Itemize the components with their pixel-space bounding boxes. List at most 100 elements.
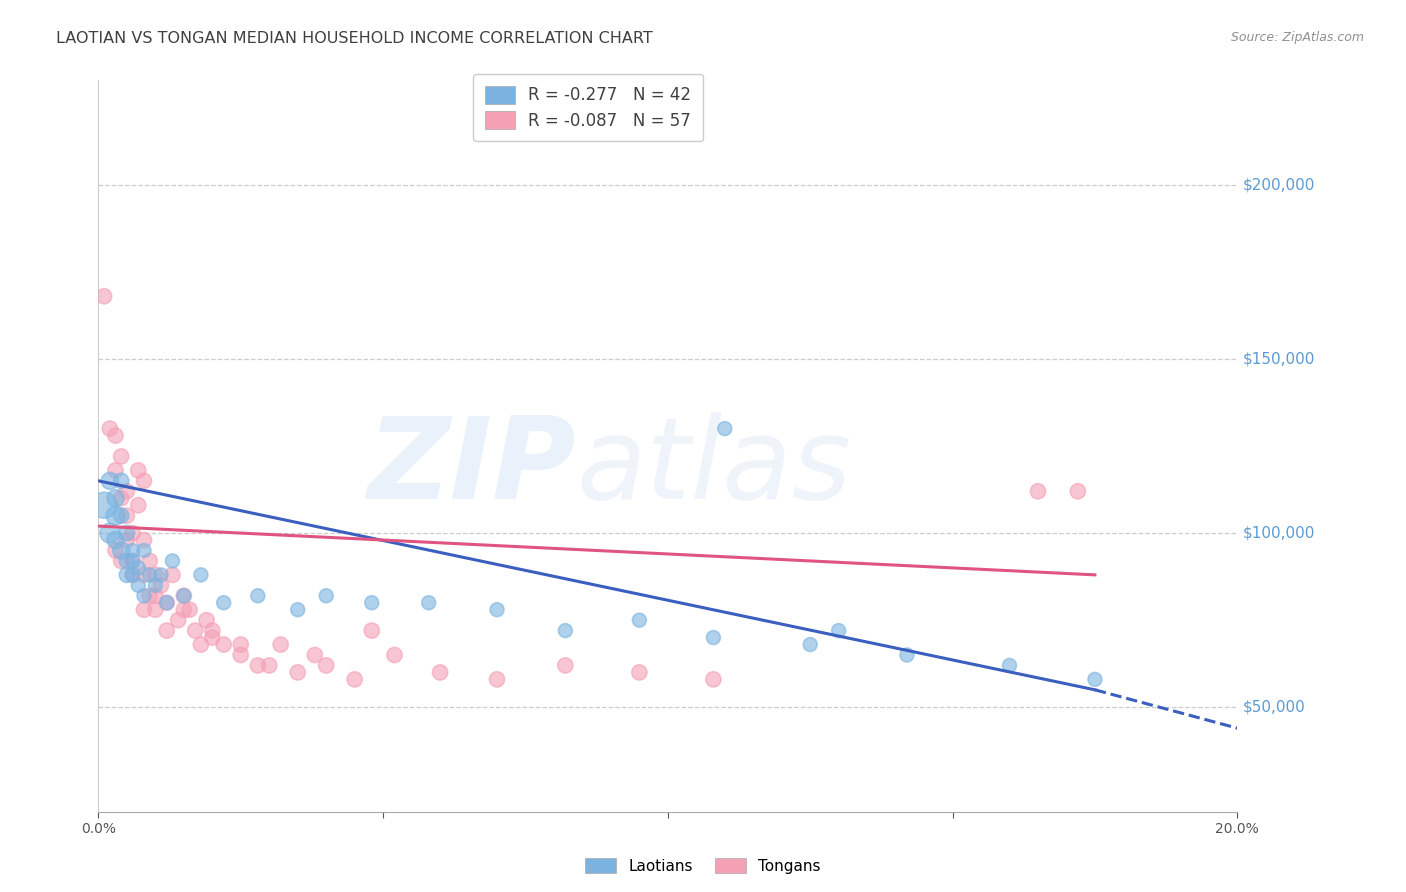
Point [150,567,173,582]
Text: LAOTIAN VS TONGAN MEDIAN HOUSEHOLD INCOME CORRELATION CHART: LAOTIAN VS TONGAN MEDIAN HOUSEHOLD INCOM… [56,31,652,46]
Point [315,589,337,603]
Point [115,567,138,582]
Point [201,624,224,638]
Point [127,498,149,512]
Point [104,463,127,477]
Point [132,589,155,603]
Point [1067,484,1090,499]
Point [162,554,184,568]
Point [554,624,576,638]
Point [486,673,509,687]
Point [270,638,292,652]
Point [246,658,269,673]
Point [195,613,218,627]
Point [138,589,160,603]
Legend: R = -0.277   N = 42, R = -0.087   N = 57: R = -0.277 N = 42, R = -0.087 N = 57 [474,74,703,141]
Point [304,648,326,662]
Point [173,589,195,603]
Point [115,554,138,568]
Point [145,578,167,592]
Point [212,596,235,610]
Point [110,474,132,488]
Point [104,428,127,442]
Point [110,450,132,464]
Point [145,603,167,617]
Point [132,474,155,488]
Text: $100,000: $100,000 [1243,525,1316,541]
Point [190,638,212,652]
Point [121,526,143,541]
Point [104,491,127,506]
Point [138,554,160,568]
Point [229,648,252,662]
Point [1026,484,1049,499]
Point [799,638,821,652]
Point [173,603,195,617]
Point [104,533,127,547]
Point [259,658,281,673]
Point [104,543,127,558]
Point [121,554,143,568]
Point [190,567,212,582]
Point [121,567,143,582]
Point [110,491,132,506]
Point [246,589,269,603]
Point [98,526,121,541]
Point [287,603,309,617]
Point [115,484,138,499]
Point [343,673,366,687]
Point [429,665,451,680]
Point [702,631,724,645]
Point [150,578,173,592]
Point [93,289,115,303]
Point [110,543,132,558]
Point [212,638,235,652]
Text: ZIP: ZIP [368,412,576,524]
Text: $200,000: $200,000 [1243,178,1316,193]
Legend: Laotians, Tongans: Laotians, Tongans [579,852,827,880]
Point [138,567,160,582]
Point [93,498,115,512]
Point [98,421,121,435]
Point [127,578,149,592]
Point [162,567,184,582]
Point [121,554,143,568]
Point [702,673,724,687]
Text: atlas: atlas [576,412,852,524]
Point [98,474,121,488]
Point [104,508,127,523]
Point [132,533,155,547]
Point [179,603,201,617]
Point [184,624,207,638]
Point [156,596,179,610]
Point [132,543,155,558]
Point [145,567,167,582]
Point [132,603,155,617]
Point [628,665,651,680]
Point [110,508,132,523]
Point [714,421,737,435]
Point [127,561,149,575]
Text: $50,000: $50,000 [1243,699,1306,714]
Point [628,613,651,627]
Point [156,596,179,610]
Point [486,603,509,617]
Point [156,624,179,638]
Point [554,658,576,673]
Point [1084,673,1107,687]
Text: $150,000: $150,000 [1243,351,1316,367]
Point [115,508,138,523]
Text: Source: ZipAtlas.com: Source: ZipAtlas.com [1230,31,1364,45]
Point [127,463,149,477]
Point [145,589,167,603]
Point [121,567,143,582]
Point [115,533,138,547]
Point [121,543,143,558]
Point [110,554,132,568]
Point [315,658,337,673]
Point [418,596,440,610]
Point [360,624,382,638]
Point [229,638,252,652]
Point [287,665,309,680]
Point [998,658,1021,673]
